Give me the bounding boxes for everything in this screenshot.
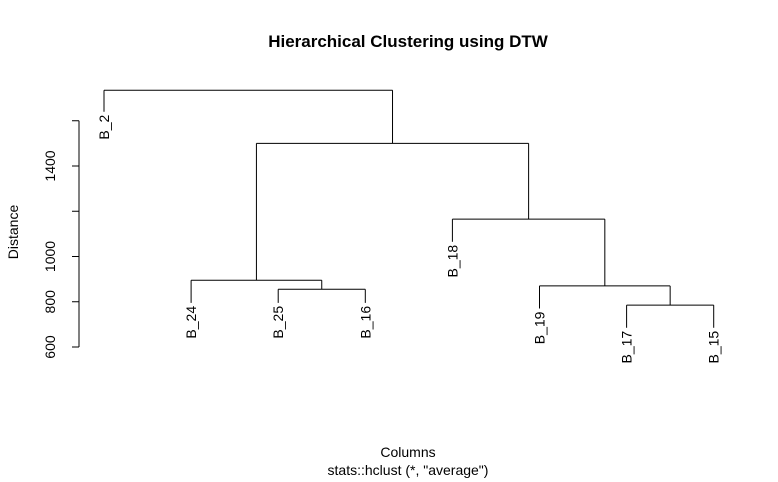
leaf-label: B_18 (444, 245, 460, 278)
leaf-label: B_16 (357, 306, 373, 339)
chart-title: Hierarchical Clustering using DTW (268, 32, 549, 51)
dendrogram-tree (103, 89, 715, 328)
chart-subtitle: stats::hclust (*, "average") (328, 462, 489, 478)
y-axis-label: Distance (5, 205, 21, 260)
x-axis-label: Columns (380, 444, 435, 460)
y-tick-label: 1400 (42, 150, 58, 181)
leaf-label: B_15 (706, 331, 722, 364)
leaf-label: B_24 (183, 306, 199, 339)
y-axis: 600 800 1000 1400 (42, 120, 80, 359)
leaf-labels: B_2 B_24 B_25 B_16 B_18 B_19 B_17 B_15 (96, 114, 722, 363)
y-tick-label: 1000 (42, 241, 58, 272)
leaf-label: B_25 (270, 306, 286, 339)
y-tick-label: 600 (42, 335, 58, 359)
y-tick-label: 800 (42, 290, 58, 314)
leaf-label: B_19 (532, 311, 548, 344)
leaf-label: B_2 (96, 114, 112, 139)
leaf-label: B_17 (619, 331, 635, 364)
